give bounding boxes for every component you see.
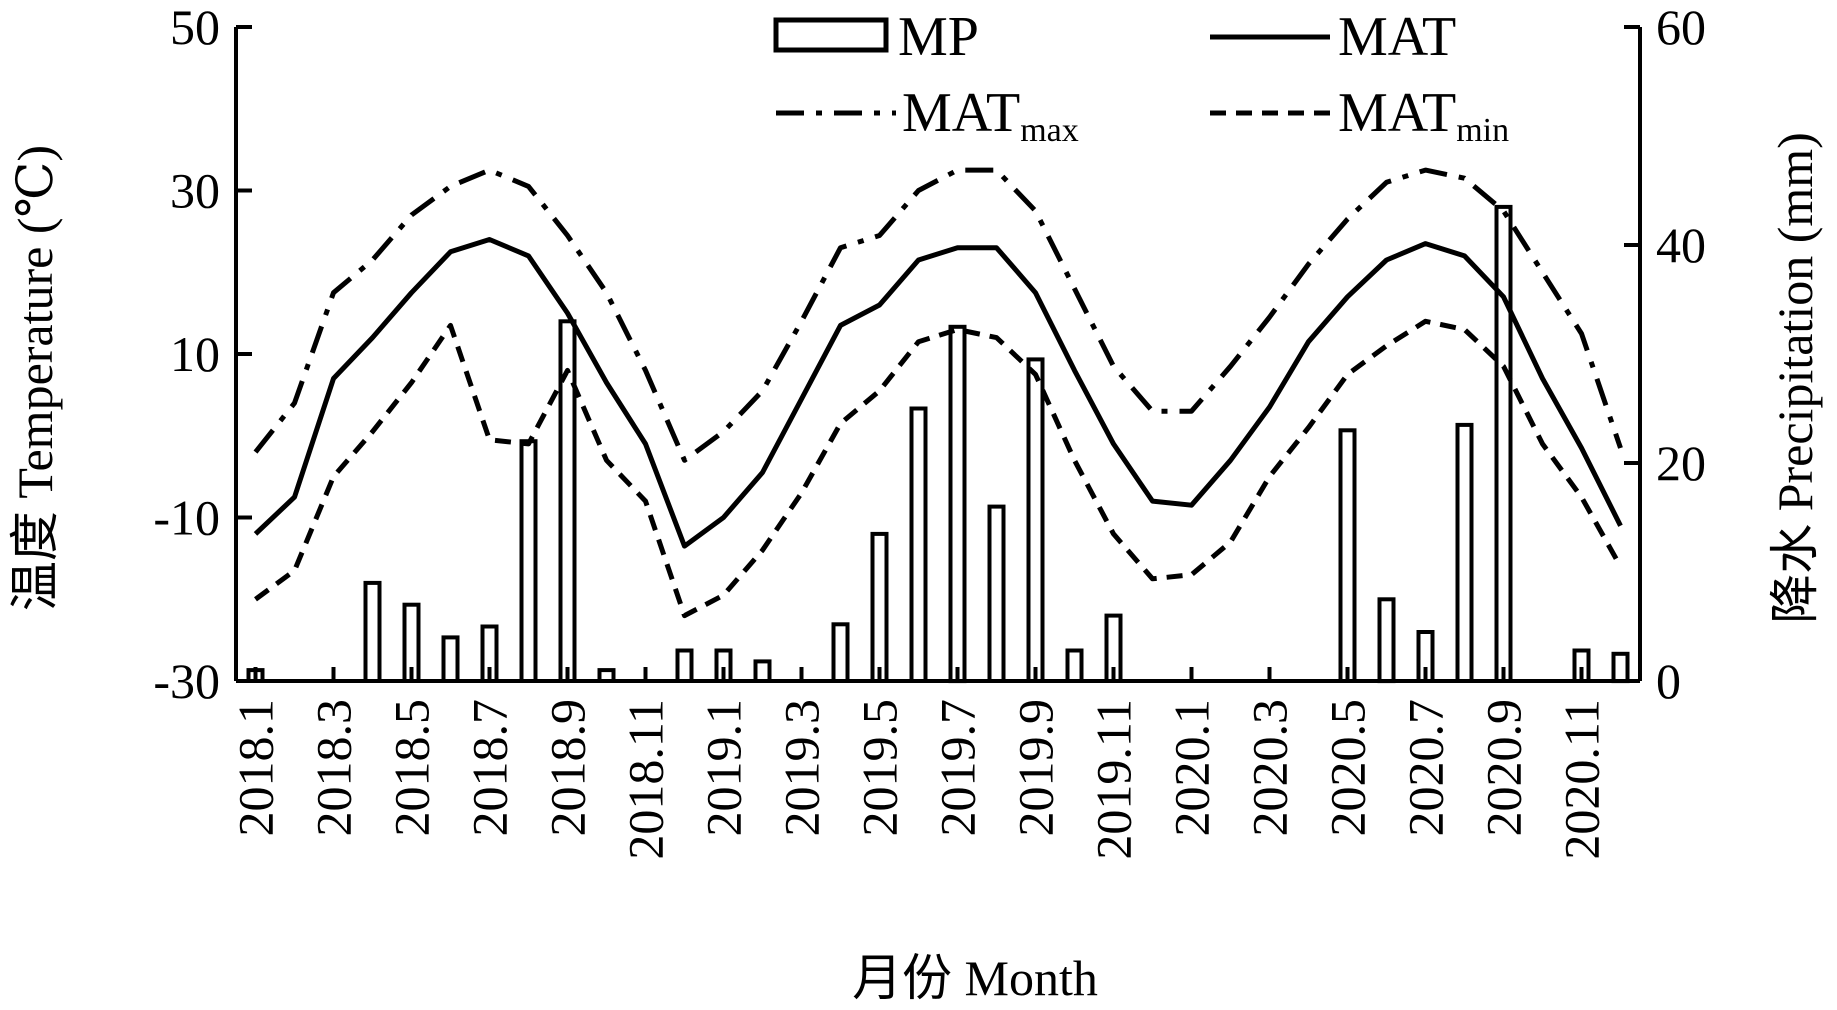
x-tick-label: 2020.5 <box>1320 699 1376 837</box>
right-axis-ticks: 0 20 40 60 <box>1624 0 1706 709</box>
x-tick-label: 2019.11 <box>1086 699 1142 860</box>
x-tick-label: 2020.11 <box>1554 699 1610 860</box>
x-tick-label: 2018.7 <box>462 699 518 837</box>
legend-item-matmin: MATmin <box>1210 82 1509 149</box>
legend-item-matmax: MATmax <box>776 82 1079 149</box>
x-tick-label: 2020.3 <box>1242 699 1298 837</box>
precipitation-bar <box>870 531 889 684</box>
precipitation-bar <box>1338 428 1357 683</box>
legend-item-mp: MP <box>773 6 979 68</box>
x-tick-label: 2019.9 <box>1008 699 1064 837</box>
x-tick-label: 2019.1 <box>696 699 752 837</box>
precipitation-bar <box>1026 357 1045 683</box>
x-tick-label: 2018.1 <box>228 699 284 837</box>
precipitation-bar <box>1065 648 1084 683</box>
right-tick-label: 40 <box>1656 217 1706 273</box>
x-tick-label: 2018.5 <box>384 699 440 837</box>
x-axis-title: 月份 Month <box>852 950 1098 1006</box>
precipitation-bar <box>1455 422 1474 683</box>
legend-label-matmax: MATmax <box>902 82 1079 149</box>
x-tick-label: 2018.3 <box>306 699 362 837</box>
precipitation-bar <box>948 324 967 684</box>
left-axis-ticks: -30 -10 10 30 50 <box>153 0 252 709</box>
legend-item-mat: MAT <box>1210 6 1456 68</box>
x-tick-label: 2020.1 <box>1164 699 1220 837</box>
left-tick-label: 50 <box>170 0 220 55</box>
precipitation-bar <box>675 648 694 683</box>
precipitation-bar <box>753 659 772 684</box>
left-axis-title: 温度 Temperature (℃) <box>7 145 63 611</box>
legend-label-matmin: MATmin <box>1338 82 1509 149</box>
precipitation-bar <box>441 635 460 684</box>
right-axis-title: 降水 Precipitation (mm) <box>1767 132 1823 624</box>
precipitation-bar <box>909 406 928 683</box>
x-tick-label: 2019.7 <box>930 699 986 837</box>
left-tick-label: -30 <box>153 653 220 709</box>
x-tick-label: 2018.9 <box>540 699 596 837</box>
left-tick-label: -10 <box>153 490 220 546</box>
x-tick-label: 2020.9 <box>1476 699 1532 837</box>
line-matmax <box>253 167 1623 463</box>
x-tick-label: 2020.7 <box>1398 699 1454 837</box>
precipitation-bar <box>363 580 382 684</box>
x-tick-label: 2018.11 <box>618 699 674 860</box>
x-tick-label: 2019.5 <box>852 699 908 837</box>
right-tick-label: 0 <box>1656 653 1681 709</box>
precipitation-bar <box>987 504 1006 683</box>
left-tick-label: 10 <box>170 326 220 382</box>
precipitation-bars <box>246 204 1630 684</box>
right-tick-label: 20 <box>1656 435 1706 491</box>
precipitation-bar <box>831 622 850 683</box>
temperature-lines <box>253 167 1623 619</box>
legend: MP MAT MATmax MATmin <box>773 6 1509 149</box>
legend-swatch-mp <box>773 17 889 53</box>
left-tick-label: 30 <box>170 163 220 219</box>
legend-label-mat: MAT <box>1338 6 1456 68</box>
precipitation-bar <box>519 439 538 684</box>
right-tick-label: 60 <box>1656 0 1706 55</box>
precipitation-bar <box>1494 204 1513 683</box>
x-tick-label: 2019.3 <box>774 699 830 837</box>
line-mat <box>253 237 1623 549</box>
x-axis-ticks: 2018.1 2018.3 2018.5 2018.7 2018.9 2018.11 201… <box>228 667 1610 860</box>
legend-label-mp: MP <box>898 6 979 68</box>
line-matmin <box>254 318 1623 619</box>
precipitation-bar <box>1611 651 1630 684</box>
precipitation-bar <box>1377 597 1396 684</box>
